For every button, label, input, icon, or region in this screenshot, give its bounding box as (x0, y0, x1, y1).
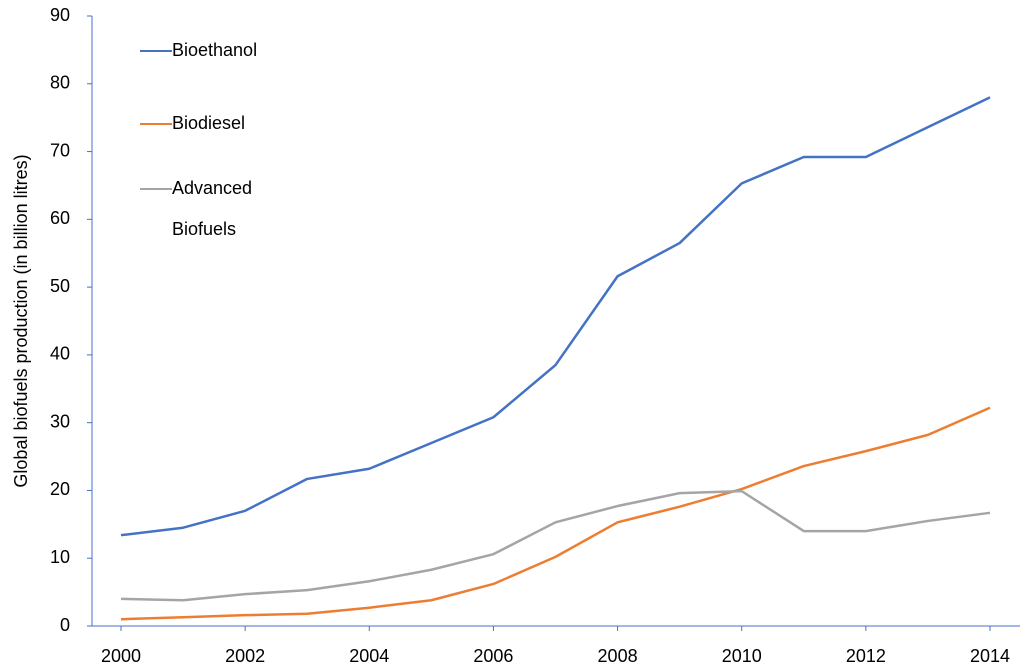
y-tick-label: 50 (50, 276, 70, 296)
x-tick-label: 2006 (473, 646, 513, 666)
legend-item: Advanced Biofuels (140, 168, 292, 250)
y-tick-label: 70 (50, 140, 70, 160)
y-tick-label: 60 (50, 208, 70, 228)
x-tick-label: 2002 (225, 646, 265, 666)
legend-swatch (140, 188, 172, 190)
x-tick-label: 2008 (598, 646, 638, 666)
legend-label: Bioethanol (172, 40, 258, 60)
legend-item: Biodiesel (140, 103, 292, 144)
line-series (120, 96, 991, 537)
y-tick-label: 0 (60, 615, 70, 635)
y-axis-label: Global biofuels production (in billion l… (11, 154, 31, 487)
y-tick-label: 40 (50, 344, 70, 364)
y-tick-label: 30 (50, 411, 70, 431)
x-tick-label: 2010 (722, 646, 762, 666)
y-tick-label: 20 (50, 479, 70, 499)
line-series (120, 489, 991, 602)
line-series (120, 406, 991, 621)
y-tick-label: 80 (50, 73, 70, 93)
legend-label: Advanced Biofuels (172, 178, 253, 239)
legend-label: Biodiesel (172, 113, 246, 133)
x-tick-label: 2012 (846, 646, 886, 666)
legend-swatch (140, 123, 172, 125)
y-tick-label: 90 (50, 5, 70, 25)
legend-item: Bioethanol (140, 30, 292, 71)
x-tick-label: 2004 (349, 646, 389, 666)
x-tick-label: 2000 (101, 646, 141, 666)
legend-swatch (140, 50, 172, 52)
y-tick-label: 10 (50, 547, 70, 567)
x-tick-label: 2014 (970, 646, 1010, 666)
